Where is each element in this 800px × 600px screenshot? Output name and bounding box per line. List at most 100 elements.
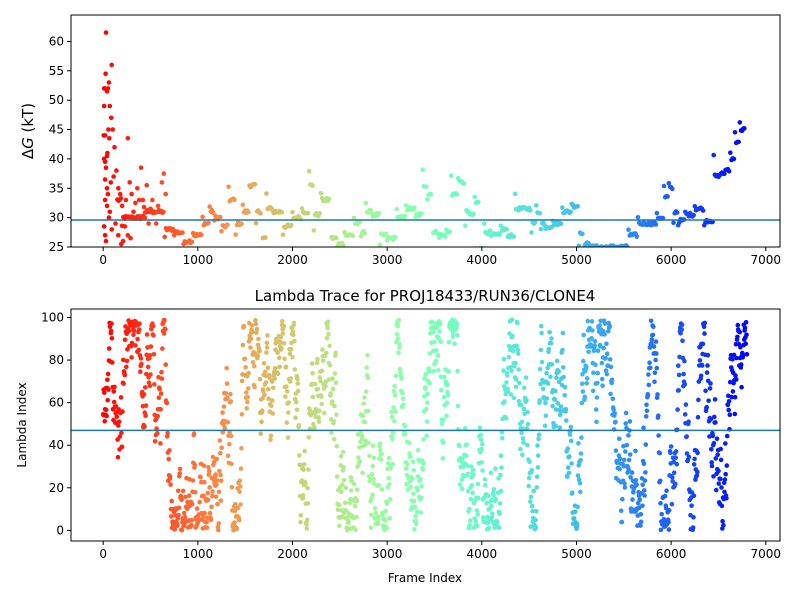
lambda-point [500, 435, 505, 441]
lambda-point [262, 369, 268, 375]
lambda-point [228, 433, 234, 439]
lambda-point [490, 511, 495, 516]
delta-g-point [558, 221, 564, 227]
lambda-point [124, 364, 129, 370]
lambda-point [553, 423, 558, 429]
lambda-point [467, 522, 473, 528]
delta-g-point [442, 234, 448, 239]
lambda-point [475, 481, 481, 487]
lambda-point [295, 388, 301, 394]
lambda-point [673, 455, 678, 461]
delta-g-point [403, 203, 409, 208]
lambda-point [691, 462, 697, 467]
delta-g-point [161, 171, 167, 176]
lambda-point [470, 490, 476, 496]
lambda-point [148, 344, 154, 349]
lambda-point [237, 478, 243, 484]
delta-g-point [420, 167, 426, 172]
lambda-point [404, 481, 409, 487]
lambda-point [312, 381, 318, 387]
lambda-point [560, 365, 566, 370]
lambda-point [131, 332, 136, 338]
lambda-point [228, 391, 233, 397]
lambda-point [711, 440, 717, 446]
lambda-point [266, 386, 271, 392]
lambda-point [165, 430, 170, 436]
lambda-point [595, 380, 600, 386]
lambda-point [575, 504, 580, 510]
lambda-point [254, 326, 260, 332]
lambda-point [732, 394, 738, 400]
delta-g-point [226, 184, 231, 190]
lambda-point [256, 336, 261, 342]
lambda-point [528, 499, 533, 504]
delta-g-point [123, 197, 129, 203]
lambda-point [599, 376, 605, 382]
lambda-point [392, 392, 398, 398]
lambda-point [695, 469, 700, 475]
lambda-point [341, 477, 347, 483]
lambda-point [259, 408, 265, 414]
lambda-point [109, 336, 115, 341]
lambda-point [686, 454, 692, 460]
delta-g-point [350, 233, 356, 239]
delta-g-point [112, 144, 117, 150]
lambda-point [501, 368, 506, 373]
delta-g-point [654, 210, 660, 216]
lambda-point [282, 356, 287, 362]
lambda-point [315, 356, 320, 362]
lambda-point [167, 474, 173, 480]
delta-g-point [206, 220, 211, 226]
lambda-point [479, 446, 484, 452]
lambda-point [538, 347, 544, 353]
delta-g-point [104, 186, 110, 191]
lambda-point [248, 345, 253, 350]
delta-g-point [141, 204, 147, 210]
lambda-point [555, 401, 561, 406]
lambda-point [573, 509, 578, 515]
delta-g-point [142, 215, 148, 220]
lambda-point [638, 523, 643, 528]
lambda-point [348, 488, 354, 493]
lambda-point [422, 376, 427, 381]
lambda-point [609, 377, 615, 383]
lambda-point [244, 406, 249, 411]
lambda-point [733, 373, 738, 378]
lambda-point [712, 414, 717, 420]
lambda-point [395, 336, 401, 342]
lambda-point [633, 478, 639, 483]
lambda-point [158, 441, 163, 446]
lambda-point [144, 371, 149, 377]
lambda-point [725, 402, 731, 408]
lambda-point [575, 473, 581, 478]
lambda-point [590, 328, 595, 333]
lambda-point [637, 497, 642, 503]
lambda-point [534, 485, 539, 490]
lambda-point [676, 372, 682, 378]
lambda-point [722, 489, 727, 495]
lambda-point [571, 516, 577, 521]
lambda-point [184, 506, 190, 512]
lambda-point [152, 382, 157, 387]
lambda-point [493, 497, 499, 502]
lambda-point [190, 478, 196, 483]
lambda-point [402, 424, 408, 429]
lambda-point [427, 351, 433, 356]
lambda-point [320, 358, 326, 364]
lambda-point [213, 472, 218, 477]
lambda-point [465, 471, 471, 477]
lambda-point [470, 467, 476, 473]
lambda-point [117, 434, 123, 439]
delta-g-point [472, 194, 478, 200]
lambda-point [628, 475, 633, 480]
lambda-point [598, 343, 603, 349]
lambda-point [641, 461, 647, 467]
lambda-point [326, 331, 331, 337]
delta-g-point [150, 197, 155, 203]
lambda-point [519, 419, 525, 425]
lambda-point [217, 468, 222, 474]
lambda-point [292, 367, 298, 372]
lambda-point [508, 392, 514, 397]
delta-g-point [144, 183, 149, 188]
lambda-point [520, 452, 525, 458]
